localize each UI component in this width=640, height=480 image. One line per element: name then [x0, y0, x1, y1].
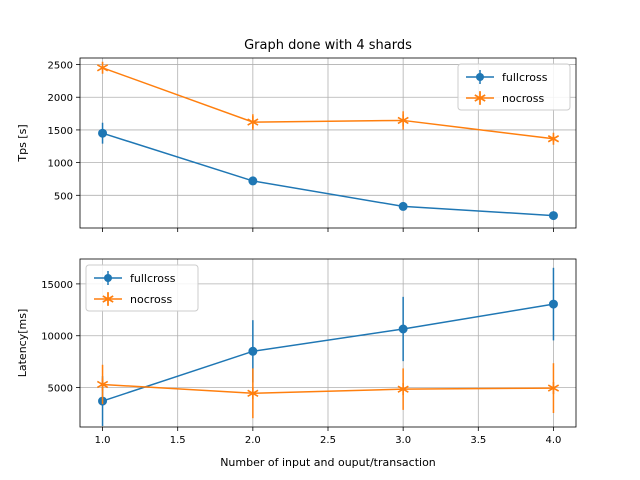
tps-nocross-point-0	[96, 61, 109, 74]
x-axis-label: Number of input and ouput/transaction	[220, 456, 436, 469]
latency-legend: fullcross nocross	[85, 264, 199, 312]
latency-xtick-label-2: 2.0	[245, 435, 261, 446]
latency-ytick-label-1: 10000	[41, 332, 73, 343]
latency-xtick-label-3: 2.5	[320, 435, 336, 446]
latency-fullcross-point-1	[248, 346, 258, 356]
tps-subplot: 500 1000 1500 2000 2500 Tps [s] fullcross nocro…	[16, 57, 577, 232]
latency-nocross-point-1	[247, 387, 259, 400]
tps-y-axis-label: Tps [s]	[16, 124, 29, 162]
latency-nocross-point-0	[96, 378, 109, 391]
latency-fullcross-point-2	[398, 324, 408, 334]
tps-nocross-point-3	[547, 132, 560, 145]
tps-fullcross-point-1	[248, 176, 258, 186]
latency-xtick-label-5: 3.5	[470, 435, 486, 446]
tps-ytick-label-3: 2000	[48, 93, 73, 104]
tps-legend-marker-fullcross	[476, 73, 484, 81]
tps-fullcross-point-3	[548, 211, 558, 221]
tps-ytick-label-1: 1000	[48, 159, 73, 170]
tps-legend-label-nocross: nocross	[502, 92, 544, 105]
latency-ytick-label-2: 15000	[41, 280, 73, 291]
latency-y-axis-label: Latency[ms]	[16, 309, 29, 378]
tps-legend: fullcross nocross	[457, 63, 571, 111]
latency-subplot: 5000 10000 15000 1.0 1.5 2.0 2.5 3.0 3.5 4.0 Laten…	[16, 258, 577, 446]
latency-nocross-point-2	[397, 383, 409, 396]
tps-fullcross-point-0	[98, 128, 108, 138]
latency-ytick-label-0: 5000	[48, 384, 73, 395]
tps-legend-marker-nocross	[474, 92, 486, 104]
latency-nocross-point-3	[547, 382, 560, 395]
latency-legend-marker-fullcross	[104, 274, 112, 282]
tps-nocross-line	[102, 67, 554, 140]
tps-ytick-label-4: 2500	[48, 61, 73, 72]
latency-legend-marker-nocross	[102, 293, 114, 305]
tps-fullcross-point-2	[398, 201, 408, 211]
tps-ytick-label-2: 1500	[48, 126, 73, 137]
latency-xtick-label-4: 3.0	[395, 435, 411, 446]
latency-fullcross-line	[102, 303, 554, 402]
latency-fullcross-point-3	[548, 299, 558, 309]
tps-axes-frame	[79, 57, 577, 229]
tps-ytick-label-0: 500	[54, 191, 73, 202]
tps-nocross-point-2	[397, 114, 409, 127]
latency-legend-label-nocross: nocross	[130, 293, 172, 306]
tps-nocross-point-1	[247, 116, 259, 129]
latency-xtick-label-6: 4.0	[546, 435, 562, 446]
chart-title: Graph done with 4 shards	[244, 38, 412, 53]
tps-legend-label-fullcross: fullcross	[502, 71, 548, 84]
latency-xtick-label-0: 1.0	[95, 435, 111, 446]
tps-fullcross-line	[102, 132, 554, 217]
latency-xtick-label-1: 1.5	[170, 435, 186, 446]
latency-legend-label-fullcross: fullcross	[130, 272, 176, 285]
latency-nocross-line	[102, 383, 554, 395]
latency-axes-frame	[79, 258, 577, 428]
